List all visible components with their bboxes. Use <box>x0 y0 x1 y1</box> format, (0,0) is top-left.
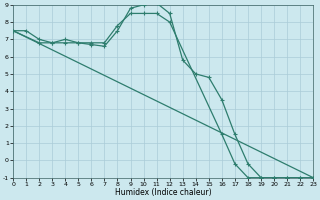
X-axis label: Humidex (Indice chaleur): Humidex (Indice chaleur) <box>115 188 212 197</box>
